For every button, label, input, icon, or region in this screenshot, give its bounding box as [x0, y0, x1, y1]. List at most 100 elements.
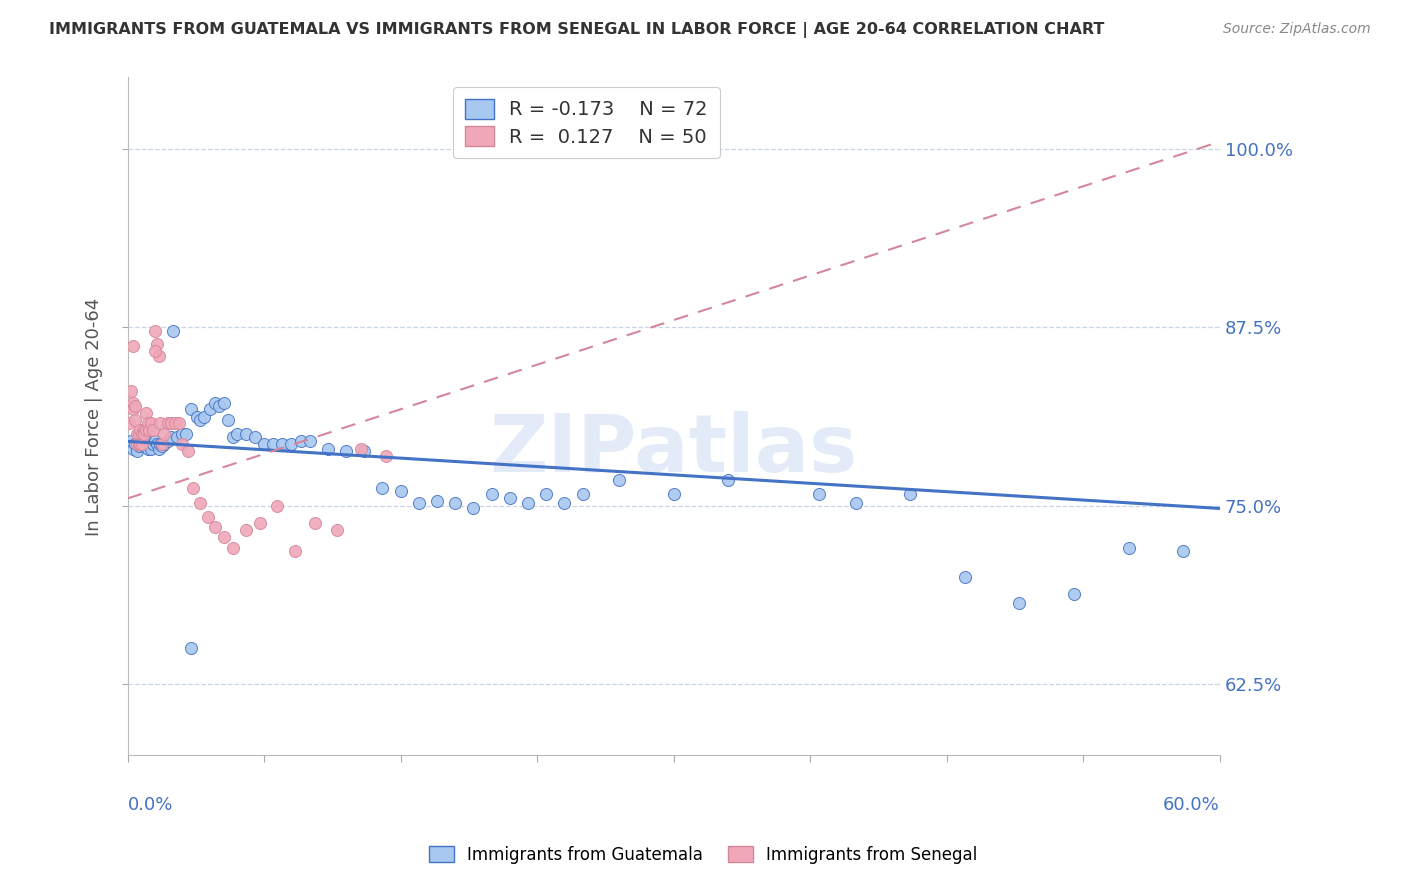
Point — [131, 427, 153, 442]
Point — [138, 423, 160, 437]
Point — [808, 487, 831, 501]
Point — [118, 416, 141, 430]
Point — [141, 442, 163, 456]
Point — [135, 406, 157, 420]
Point — [262, 437, 284, 451]
Point — [122, 396, 145, 410]
Point — [160, 416, 183, 430]
Point — [190, 413, 212, 427]
Point — [167, 416, 190, 430]
Point — [125, 444, 148, 458]
Point — [463, 501, 485, 516]
Point — [536, 487, 558, 501]
Point — [149, 416, 172, 430]
Point — [148, 442, 170, 456]
Point — [222, 541, 245, 556]
Point — [120, 434, 142, 449]
Point — [197, 510, 219, 524]
Point — [389, 813, 412, 827]
Point — [143, 325, 166, 339]
Point — [517, 496, 540, 510]
Point — [153, 437, 176, 451]
Point — [122, 401, 145, 416]
Point — [198, 401, 221, 416]
Point — [180, 401, 202, 416]
Point — [290, 434, 312, 449]
Point — [142, 437, 165, 451]
Text: 60.0%: 60.0% — [1163, 796, 1220, 814]
Point — [138, 437, 160, 451]
Point — [235, 427, 257, 442]
Point — [217, 413, 239, 427]
Point — [135, 423, 157, 437]
Point — [150, 437, 173, 451]
Point — [353, 444, 375, 458]
Point — [284, 544, 307, 558]
Point — [186, 410, 208, 425]
Text: Source: ZipAtlas.com: Source: ZipAtlas.com — [1223, 22, 1371, 37]
Point — [148, 349, 170, 363]
Point — [141, 416, 163, 430]
Point — [389, 484, 412, 499]
Point — [1173, 544, 1195, 558]
Point — [298, 434, 321, 449]
Point — [125, 427, 148, 442]
Point — [212, 530, 235, 544]
Point — [166, 430, 188, 444]
Point — [1008, 596, 1031, 610]
Point — [150, 439, 173, 453]
Point — [153, 427, 176, 442]
Point — [131, 437, 153, 451]
Point — [190, 496, 212, 510]
Point — [212, 396, 235, 410]
Point — [271, 437, 294, 451]
Point — [129, 423, 152, 437]
Point — [207, 399, 229, 413]
Point — [266, 499, 288, 513]
Point — [132, 423, 155, 437]
Point — [124, 437, 146, 451]
Legend: R = -0.173    N = 72, R =  0.127    N = 50: R = -0.173 N = 72, R = 0.127 N = 50 — [453, 87, 720, 159]
Point — [499, 491, 522, 506]
Y-axis label: In Labor Force | Age 20-64: In Labor Force | Age 20-64 — [86, 297, 103, 535]
Point — [408, 496, 430, 510]
Point — [156, 434, 179, 449]
Point — [1118, 541, 1140, 556]
Point — [953, 570, 976, 584]
Point — [128, 427, 150, 442]
Point — [280, 437, 302, 451]
Point — [124, 413, 146, 427]
Point — [122, 442, 145, 456]
Point — [304, 516, 326, 530]
Point — [335, 444, 357, 458]
Point — [162, 325, 184, 339]
Point — [222, 430, 245, 444]
Point — [571, 487, 593, 501]
Point — [176, 444, 198, 458]
Point — [160, 430, 183, 444]
Point — [172, 437, 194, 451]
Point — [142, 423, 165, 437]
Point — [129, 433, 152, 447]
Point — [607, 473, 630, 487]
Point — [122, 339, 145, 353]
Point — [180, 641, 202, 656]
Point — [181, 482, 204, 496]
Point — [225, 427, 247, 442]
Point — [375, 449, 398, 463]
Point — [174, 427, 197, 442]
Point — [1063, 587, 1085, 601]
Point — [204, 520, 226, 534]
Point — [371, 482, 394, 496]
Point — [145, 337, 167, 351]
Point — [132, 427, 155, 442]
Point — [481, 487, 503, 501]
Point — [128, 437, 150, 451]
Point — [120, 384, 142, 399]
Point — [898, 487, 921, 501]
Point — [326, 523, 349, 537]
Point — [662, 487, 685, 501]
Point — [131, 437, 153, 451]
Point — [444, 496, 467, 510]
Point — [316, 442, 339, 456]
